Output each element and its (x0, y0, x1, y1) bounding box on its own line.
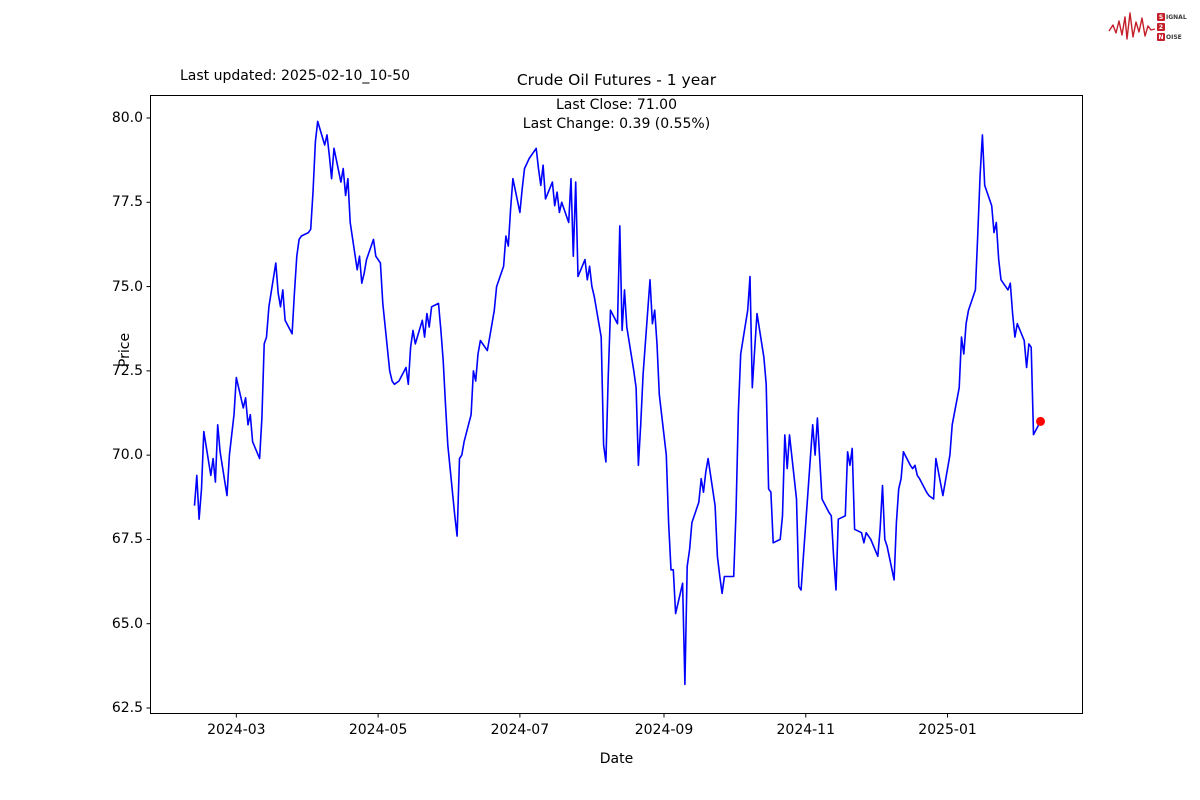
price-line (193, 120, 1042, 686)
logo-box-n: N (1157, 33, 1165, 41)
x-tick-label: 2024-05 (348, 721, 408, 738)
logo-text-signal: IGNAL (1166, 13, 1187, 21)
y-tick-label: 70.0 (111, 447, 143, 464)
y-tick-label: 80.0 (111, 110, 143, 126)
waveform-icon (1108, 12, 1156, 40)
x-axis-label: Date (599, 751, 634, 767)
last-updated-text: Last updated: 2025-02-10_10-50 (180, 68, 411, 84)
y-tick-label: 62.5 (111, 699, 143, 716)
signal2noise-logo: S IGNAL 2 N OISE (1108, 6, 1192, 48)
last-close-marker (1036, 416, 1046, 426)
annotation-last-change: Last Change: 0.39 (0.55%) (522, 116, 711, 132)
x-tick-label: 2024-07 (490, 721, 550, 738)
x-tick-label: 2024-11 (776, 721, 836, 738)
x-tick-label: 2024-03 (207, 721, 266, 738)
chart-title: Crude Oil Futures - 1 year (516, 71, 717, 89)
y-tick-label: 75.0 (111, 278, 143, 295)
y-tick-label: 65.0 (111, 615, 143, 632)
logo-text: S IGNAL 2 N OISE (1157, 13, 1187, 42)
axes-spines (150, 95, 1083, 714)
y-tick-label: 77.5 (111, 194, 143, 211)
x-tick-label: 2025-01 (918, 721, 977, 738)
annotation-last-close: Last Close: 71.00 (556, 97, 677, 113)
logo-box-s: S (1157, 13, 1165, 21)
y-tick-label: 67.5 (111, 531, 143, 548)
x-tick-label: 2024-09 (634, 721, 694, 738)
logo-text-noise: OISE (1166, 33, 1182, 41)
logo-box-2: 2 (1157, 23, 1165, 31)
y-tick-label: 72.5 (111, 362, 143, 379)
